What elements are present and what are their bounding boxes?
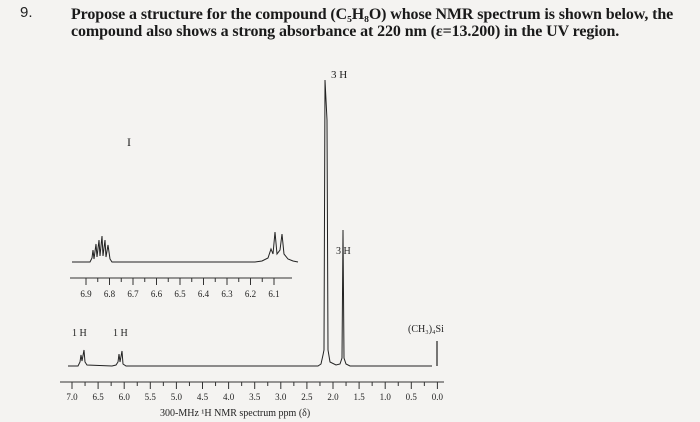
main-tick-label-9: 2.5: [301, 392, 313, 402]
axis-caption: 300-MHz ¹H NMR spectrum ppm (δ): [160, 408, 310, 419]
main-tick-label-1: 6.5: [92, 392, 104, 402]
question-line-2: compound also shows a strong absorbance …: [71, 23, 620, 40]
main-tick-label-6: 4.0: [223, 392, 235, 402]
inset-tick-label-3: 6.6: [151, 289, 163, 299]
question-number: 9.: [20, 4, 33, 21]
peak-label-1h-left: 1 H: [72, 328, 87, 339]
peak-label-1h-right: 1 H: [113, 328, 128, 339]
main-tick-label-7: 3.5: [249, 392, 261, 402]
roman-numeral-marker: I: [127, 135, 131, 149]
main-tick-label-13: 0.5: [406, 392, 418, 402]
main-tick-label-2: 6.0: [119, 392, 131, 402]
inset-trace: [72, 231, 299, 263]
inset-tick-label-0: 6.9: [80, 289, 92, 299]
main-tick-label-3: 5.5: [145, 392, 157, 402]
inset-tick-label-5: 6.4: [198, 289, 210, 299]
main-tick-label-4: 5.0: [171, 392, 183, 402]
main-axis-ticks: 7.0 6.5 6.0 5.5 5.0 4.5 4.0 3.5 3.0 2.5 2.0 1.5 1.0 0…: [66, 382, 444, 402]
inset-tick-label-1: 6.8: [104, 289, 116, 299]
main-tick-label-8: 3.0: [275, 392, 287, 402]
mid-peak-label: 3 H: [336, 246, 351, 257]
inset-tick-label-7: 6.2: [245, 289, 256, 299]
question-line-1: Propose a structure for the compound (C₅…: [71, 6, 674, 23]
main-spectrum: 7.0 6.5 6.0 5.5 5.0 4.5 4.0 3.5 3.0 2.5 2.0 1.5 1.0 0…: [60, 79, 444, 402]
inset-tick-label-4: 6.5: [174, 289, 186, 299]
main-tick-label-14: 0.0: [432, 392, 444, 402]
main-trace: [68, 79, 432, 367]
tms-label: (CH₃)₄Si: [408, 324, 444, 335]
main-tick-label-12: 1.0: [380, 392, 392, 402]
inset-tick-label-8: 6.1: [268, 289, 279, 299]
main-tick-label-11: 1.5: [353, 392, 365, 402]
main-tick-label-0: 7.0: [66, 392, 78, 402]
inset-expansion: 6.9 6.8 6.7 6.6 6.5 6.4 6.3 6.2 6.1: [70, 231, 299, 299]
main-tick-label-10: 2.0: [327, 392, 339, 402]
question-text: Propose a structure for the compound (C₅…: [71, 6, 697, 40]
top-peak-label: 3 H: [331, 69, 347, 81]
inset-tick-label-6: 6.3: [221, 289, 233, 299]
main-tick-label-5: 4.5: [197, 392, 209, 402]
inset-tick-label-2: 6.7: [127, 289, 139, 299]
inset-axis-ticks: 6.9 6.8 6.7 6.6 6.5 6.4 6.3 6.2 6.1: [80, 278, 280, 299]
